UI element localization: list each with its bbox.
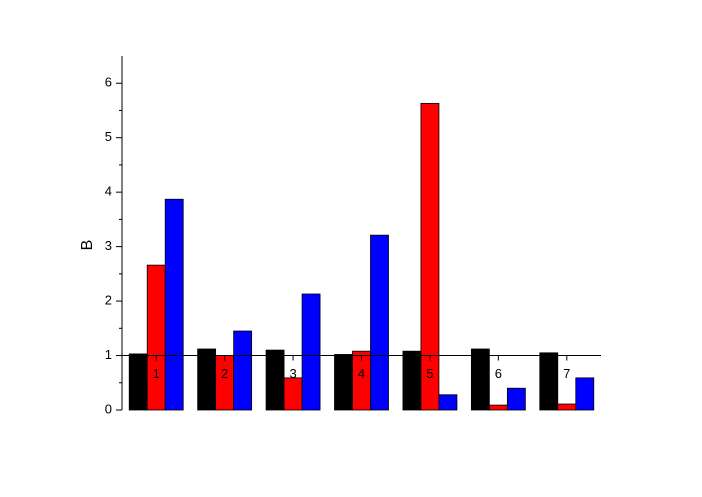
bar [470,348,490,411]
y-tick-label: 0 [105,401,112,416]
bar [215,355,235,411]
x-tick-label: 2 [221,366,228,381]
bar [283,377,303,411]
bar [370,234,389,411]
bar [557,403,577,411]
bar [539,352,559,411]
x-tick-label: 5 [426,366,433,381]
bar [233,330,253,411]
bar [146,264,166,411]
bar [334,354,353,411]
bar [402,350,422,411]
bar [301,293,321,411]
y-tick-label: 1 [105,347,112,362]
y-tick-label: 6 [105,75,112,90]
bar [265,349,285,411]
y-tick-label: 3 [105,238,112,253]
bar [197,348,217,411]
x-tick-label: 6 [495,366,502,381]
x-tick-label: 4 [358,366,365,381]
bar [128,353,148,411]
y-axis-label: B [79,240,96,251]
y-tick-label: 4 [105,184,112,199]
bar [488,404,508,411]
y-tick-label: 5 [105,129,112,144]
bar [506,387,526,411]
bar [420,102,440,411]
x-tick-label: 3 [289,366,296,381]
bar [438,394,458,411]
x-tick-label: 7 [563,366,570,381]
bar [164,198,184,411]
x-tick-label: 1 [153,366,160,381]
bar [575,377,595,411]
y-tick-label: 2 [105,293,112,308]
